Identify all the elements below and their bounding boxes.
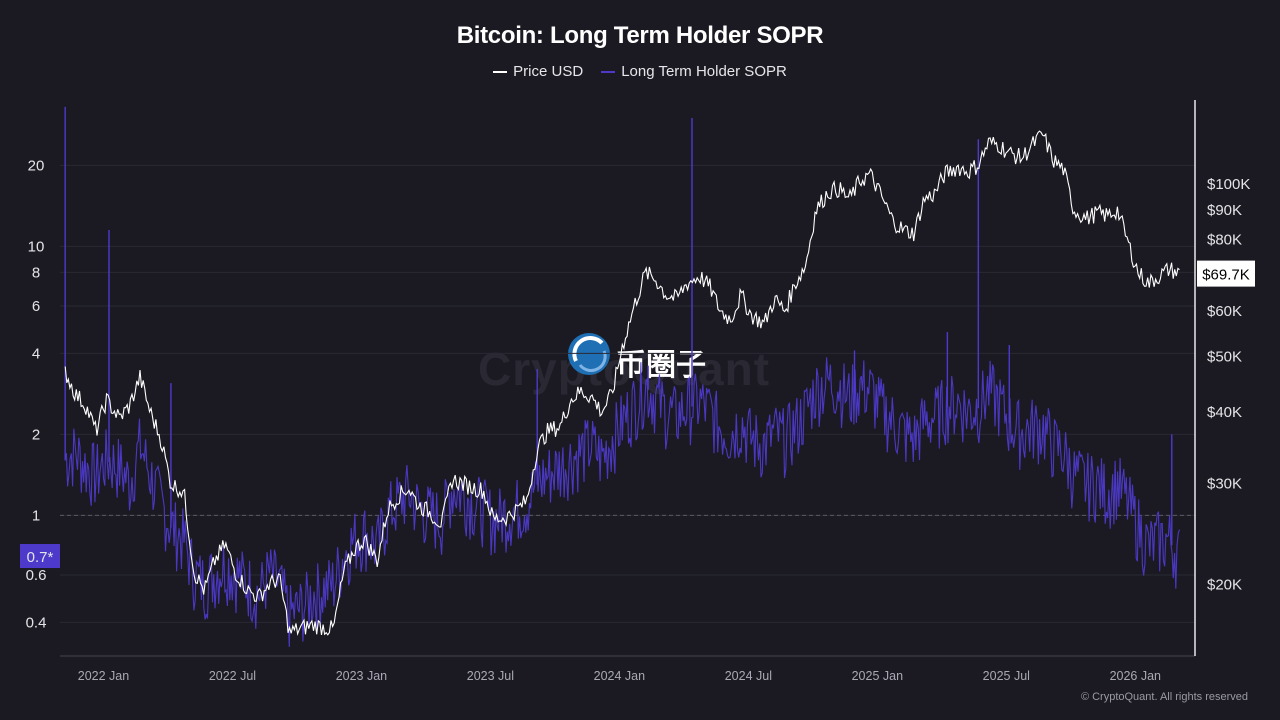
x-tick-label: 2024 Jul <box>725 669 772 683</box>
x-tick-label: 2025 Jul <box>983 669 1030 683</box>
right-tick-label: $20K <box>1207 576 1242 593</box>
legend-label-price: Price USD <box>513 63 584 80</box>
price-current-label: $69.7K <box>1202 267 1250 284</box>
legend-item-sopr[interactable]: Long Term Holder SOPR <box>601 63 787 80</box>
sopr-current-label: 0.7* <box>27 549 54 566</box>
price-series <box>64 130 1180 637</box>
axes <box>60 100 1196 657</box>
x-tick-label: 2022 Jan <box>78 669 129 683</box>
sopr-line <box>64 357 1181 648</box>
x-tick-label: 2024 Jan <box>594 669 645 683</box>
right-tick-label: $60K <box>1207 303 1242 320</box>
right-tick-label: $40K <box>1207 404 1242 421</box>
left-tick-label: 1 <box>32 507 40 524</box>
grid-lines <box>60 164 1195 623</box>
price-swatch-icon <box>493 70 508 73</box>
left-tick-label: 6 <box>32 298 40 315</box>
price-current-badge <box>1197 260 1255 287</box>
x-tick-label: 2026 Jan <box>1110 669 1161 683</box>
left-tick-label: 4 <box>32 345 40 362</box>
right-tick-label: $50K <box>1207 348 1242 365</box>
sopr-series <box>64 106 1181 648</box>
left-tick-label: 20 <box>28 157 45 174</box>
x-tick-label: 2023 Jan <box>336 669 387 683</box>
x-tick-label: 2022 Jul <box>209 669 256 683</box>
left-tick-label: 8 <box>32 264 40 281</box>
price-line <box>64 130 1180 637</box>
chart-legend: Price USD Long Term Holder SOPR <box>0 63 1280 80</box>
right-tick-label: $80K <box>1207 231 1242 248</box>
sopr-swatch-icon <box>601 70 616 73</box>
watermark-text: CryptoQuant <box>478 343 771 395</box>
legend-item-price[interactable]: Price USD <box>493 63 583 80</box>
x-tick-label: 2023 Jul <box>467 669 514 683</box>
sopr-current-badge <box>20 544 60 569</box>
chart-title: Bitcoin: Long Term Holder SOPR <box>456 22 824 49</box>
axis-labels: 0.4 0.6 1 2 4 6 8 10 20 0.7* $20K $30K $40K $50K $60K $… <box>20 157 1255 683</box>
left-tick-label: 2 <box>32 426 40 443</box>
right-tick-label: $30K <box>1207 475 1242 492</box>
right-tick-label: $100K <box>1207 176 1250 193</box>
x-tick-label: 2025 Jan <box>852 669 903 683</box>
legend-label-sopr: Long Term Holder SOPR <box>621 63 787 80</box>
left-tick-label: 0.4 <box>26 614 47 631</box>
coin-logo-icon <box>568 333 610 375</box>
left-tick-label: 10 <box>28 238 45 255</box>
right-tick-label: $90K <box>1207 202 1242 219</box>
left-tick-label: 0.6 <box>26 567 47 584</box>
copyright-text: © CryptoQuant. All rights reserved <box>1080 691 1248 703</box>
